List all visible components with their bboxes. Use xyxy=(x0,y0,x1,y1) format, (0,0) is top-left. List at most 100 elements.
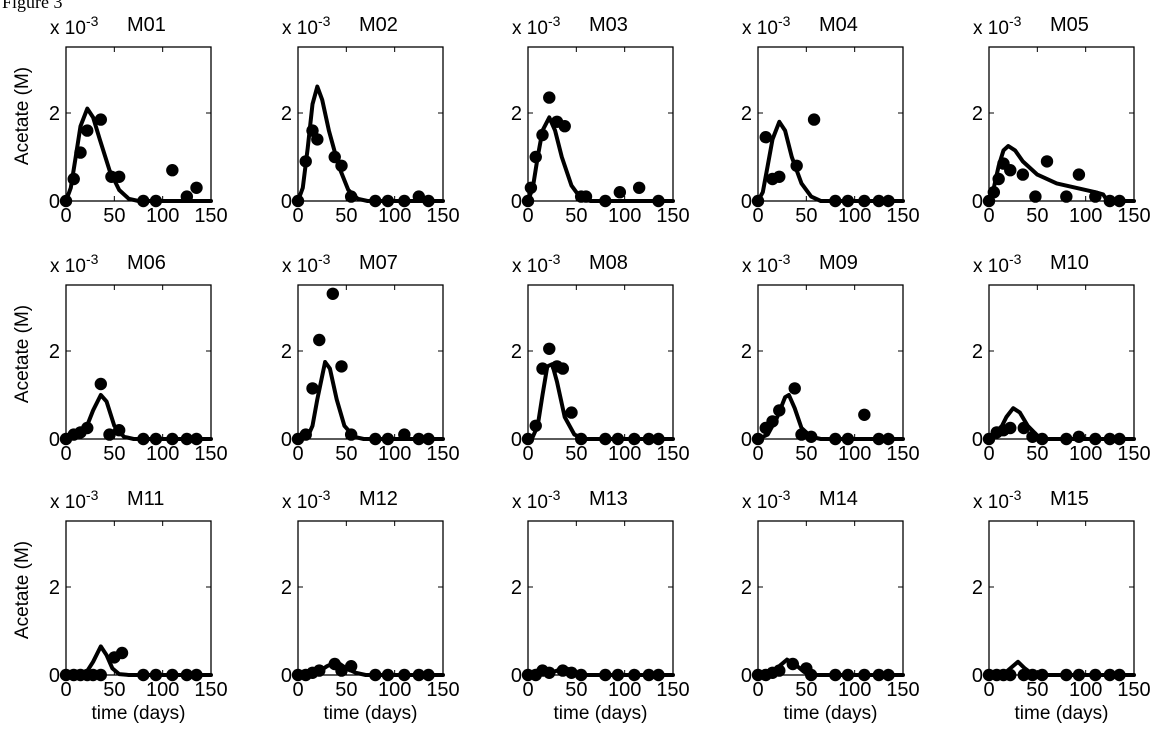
x-tick-label: 50 xyxy=(1026,679,1048,701)
y-multiplier-exponent: -3 xyxy=(318,251,331,267)
data-point xyxy=(94,113,108,126)
axes-frame xyxy=(527,46,674,202)
data-point xyxy=(841,194,855,208)
y-tick-label: 0 xyxy=(741,429,752,451)
data-point xyxy=(1113,432,1126,446)
data-point xyxy=(311,133,324,146)
data-point xyxy=(398,194,411,208)
data-point xyxy=(1017,668,1030,682)
x-tick-label: 100 xyxy=(838,443,871,465)
data-point xyxy=(335,360,348,373)
data-point xyxy=(1060,190,1073,203)
data-point xyxy=(190,668,203,682)
axes-frame xyxy=(65,284,212,440)
panel-15: 0 50 100 150 0 2 x 10 -3 M15 time (days) xyxy=(972,487,1151,724)
x-tick-label: 0 xyxy=(752,443,763,465)
x-tick-label: 50 xyxy=(103,443,125,465)
data-point xyxy=(858,194,871,208)
axes-frame xyxy=(527,520,674,676)
data-point xyxy=(1016,168,1030,181)
data-point xyxy=(872,194,886,208)
data-point xyxy=(628,668,641,682)
x-tick-label: 50 xyxy=(335,679,357,701)
x-tick-label: 0 xyxy=(983,443,994,465)
data-point xyxy=(103,428,116,441)
data-point xyxy=(1072,168,1086,181)
data-point xyxy=(1089,432,1102,446)
y-multiplier-exponent: -3 xyxy=(318,13,331,29)
y-multiplier-exponent: -3 xyxy=(86,13,99,29)
panel-title: M15 xyxy=(1050,488,1089,510)
data-point xyxy=(81,421,94,435)
data-point xyxy=(67,172,80,186)
panel-04: 0 50 100 150 0 2 x 10 -3 M04 xyxy=(741,13,920,227)
data-point xyxy=(1029,190,1042,203)
data-point xyxy=(1072,668,1086,682)
y-tick-label: 2 xyxy=(281,341,292,363)
x-tick-label: 150 xyxy=(656,679,689,701)
y-multiplier: x 10 xyxy=(282,256,318,277)
data-point xyxy=(841,668,855,682)
x-tick-label: 100 xyxy=(146,443,179,465)
data-point xyxy=(766,415,779,428)
y-multiplier-exponent: -3 xyxy=(778,487,791,503)
data-point xyxy=(790,159,803,172)
y-tick-label: 0 xyxy=(511,191,522,213)
data-point xyxy=(1113,668,1126,682)
panel-06: 0 50 100 150 0 2 x 10 -3 M06 Acetate (M) xyxy=(12,251,228,465)
data-point xyxy=(335,664,348,677)
y-tick-label: 2 xyxy=(511,341,522,363)
x-tick-label: 100 xyxy=(378,443,411,465)
data-point xyxy=(773,404,786,417)
data-point xyxy=(574,432,588,446)
data-point xyxy=(558,120,571,133)
data-point xyxy=(773,664,786,677)
x-tick-label: 150 xyxy=(426,443,459,465)
y-multiplier-exponent: -3 xyxy=(1009,251,1022,267)
x-tick-label: 150 xyxy=(1117,679,1150,701)
x-axis-label: time (days) xyxy=(554,703,648,724)
data-point xyxy=(166,164,179,177)
data-point xyxy=(529,419,542,432)
data-point xyxy=(1060,668,1073,682)
data-point xyxy=(412,668,426,682)
data-point xyxy=(829,668,842,682)
x-tick-label: 150 xyxy=(656,205,689,227)
data-point xyxy=(841,432,855,446)
data-point xyxy=(751,194,765,208)
x-tick-label: 100 xyxy=(378,679,411,701)
y-tick-label: 2 xyxy=(741,577,752,599)
data-point xyxy=(115,646,129,660)
x-tick-label: 0 xyxy=(752,679,763,701)
data-point xyxy=(536,362,549,375)
y-tick-label: 0 xyxy=(741,191,752,213)
y-tick-label: 2 xyxy=(49,103,60,125)
panel-08: 0 50 100 150 0 2 x 10 -3 M08 xyxy=(511,251,690,465)
y-multiplier-exponent: -3 xyxy=(778,13,791,29)
x-tick-label: 50 xyxy=(795,205,817,227)
panel-14: 0 50 100 150 0 2 x 10 -3 M14 time (days) xyxy=(741,487,920,724)
data-point xyxy=(992,172,1005,186)
data-point xyxy=(344,190,358,203)
x-tick-label: 0 xyxy=(522,205,533,227)
data-point xyxy=(335,159,348,172)
data-point xyxy=(190,181,203,194)
x-tick-label: 100 xyxy=(838,679,871,701)
x-tick-label: 0 xyxy=(60,443,71,465)
x-tick-label: 0 xyxy=(522,443,533,465)
y-multiplier: x 10 xyxy=(512,18,548,39)
data-point xyxy=(1004,668,1017,682)
data-point xyxy=(326,287,339,300)
x-tick-label: 100 xyxy=(608,443,641,465)
axes-frame xyxy=(757,520,904,676)
data-point xyxy=(306,382,319,395)
y-tick-label: 2 xyxy=(972,103,983,125)
axes-frame xyxy=(527,284,674,440)
data-point xyxy=(1103,668,1117,682)
y-multiplier: x 10 xyxy=(50,256,86,277)
data-point xyxy=(166,432,179,446)
x-tick-label: 150 xyxy=(886,205,919,227)
y-multiplier: x 10 xyxy=(973,256,1009,277)
x-tick-label: 50 xyxy=(1026,205,1048,227)
